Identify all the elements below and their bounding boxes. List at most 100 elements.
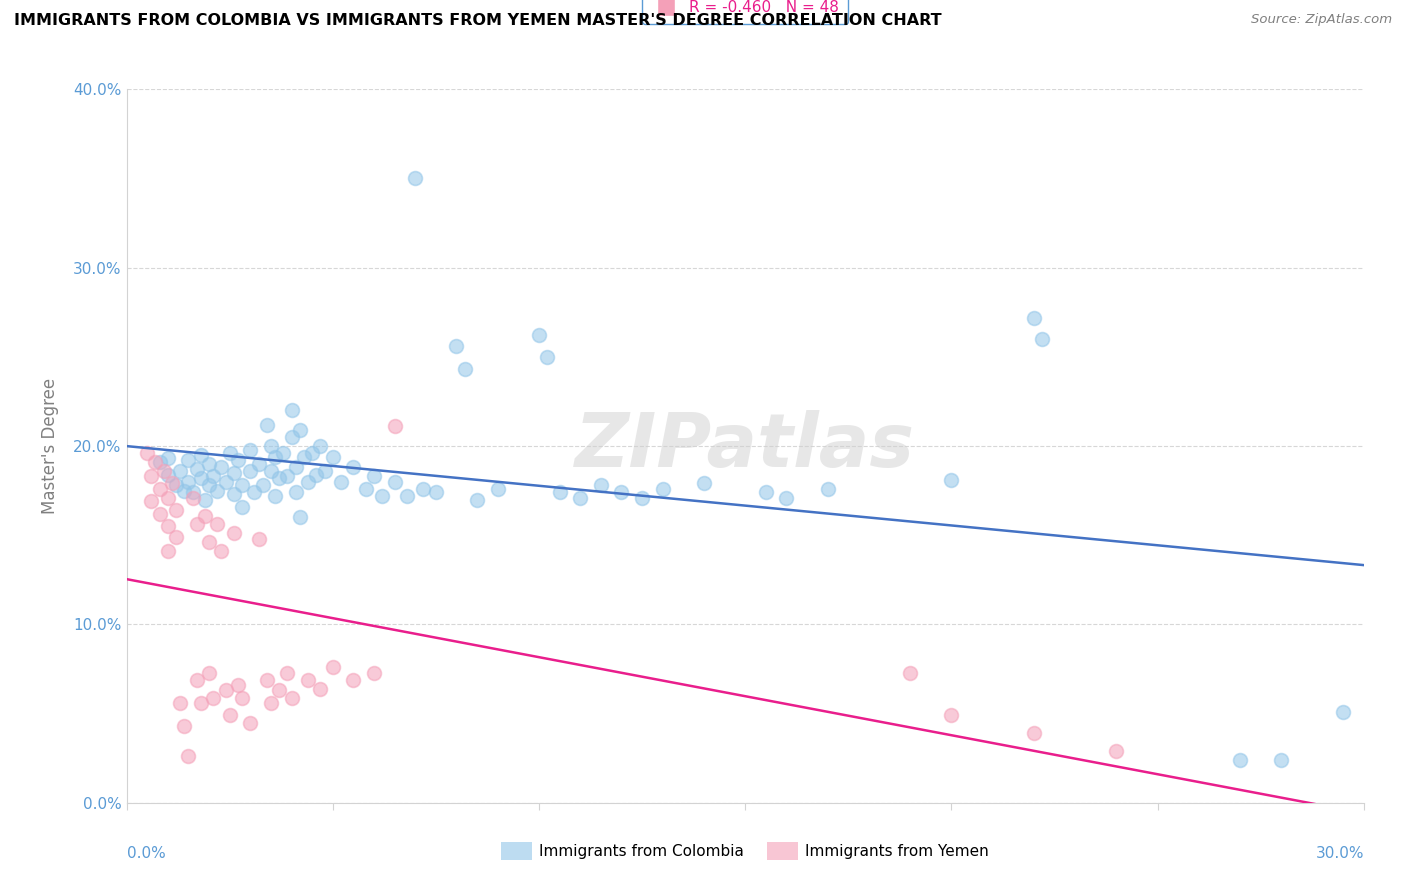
Point [231, 690, 253, 705]
Point [214, 475, 236, 489]
Point [177, 475, 200, 489]
Point [145, 455, 167, 469]
Point [330, 475, 353, 489]
Point [284, 485, 307, 500]
Point [186, 462, 208, 476]
Point [425, 485, 447, 500]
Point [1022, 310, 1045, 325]
Point [198, 535, 221, 549]
Legend: Immigrants from Colombia, Immigrants from Yemen: Immigrants from Colombia, Immigrants fro… [495, 836, 995, 866]
Point [280, 403, 302, 417]
Point [260, 696, 283, 710]
Point [309, 439, 332, 453]
Y-axis label: Master's Degree: Master's Degree [41, 378, 59, 514]
Text: ZIPatlas: ZIPatlas [575, 409, 915, 483]
Point [384, 475, 406, 489]
Point [194, 508, 217, 523]
Point [527, 328, 550, 343]
Point [297, 673, 319, 687]
Point [354, 482, 377, 496]
Point [569, 491, 592, 505]
Text: 30.0%: 30.0% [1316, 846, 1364, 861]
Point [202, 690, 225, 705]
Point [288, 510, 311, 524]
Point [536, 350, 558, 364]
Point [194, 492, 217, 507]
Point [292, 450, 315, 464]
Point [156, 467, 179, 482]
Point [548, 485, 571, 500]
Point [141, 469, 163, 483]
Point [177, 453, 200, 467]
Point [610, 485, 633, 500]
Text: IMMIGRANTS FROM COLOMBIA VS IMMIGRANTS FROM YEMEN MASTER'S DEGREE CORRELATION CH: IMMIGRANTS FROM COLOMBIA VS IMMIGRANTS F… [14, 13, 942, 29]
Point [165, 530, 187, 544]
Point [297, 475, 319, 489]
Point [342, 460, 364, 475]
Point [222, 466, 245, 480]
Point [169, 696, 191, 710]
Point [363, 665, 385, 680]
Point [309, 681, 332, 696]
Point [198, 457, 221, 471]
Point [322, 660, 344, 674]
Point [136, 446, 159, 460]
Point [165, 478, 187, 492]
Point [260, 439, 283, 453]
Text: 0.0%: 0.0% [127, 846, 166, 861]
Point [190, 448, 212, 462]
Point [186, 517, 208, 532]
Point [202, 469, 225, 483]
Point [371, 489, 394, 503]
Point [148, 455, 170, 469]
Point [169, 464, 191, 478]
Point [1105, 744, 1128, 758]
Point [231, 500, 253, 514]
Point [280, 430, 302, 444]
Point [173, 719, 195, 733]
Point [148, 507, 170, 521]
Point [276, 665, 298, 680]
Point [181, 485, 204, 500]
Point [342, 673, 364, 687]
Point [486, 482, 509, 496]
Point [181, 491, 204, 505]
Point [218, 708, 240, 723]
Point [207, 517, 229, 532]
Point [156, 451, 179, 466]
Point [1229, 753, 1251, 767]
Point [1031, 332, 1053, 346]
Point [305, 467, 328, 482]
Point [322, 450, 344, 464]
Point [395, 489, 418, 503]
Point [226, 453, 249, 467]
Point [222, 526, 245, 541]
Point [252, 478, 274, 492]
Point [226, 678, 249, 692]
Point [156, 519, 179, 533]
Point [384, 419, 406, 434]
Point [173, 483, 195, 498]
Point [755, 485, 778, 500]
Point [631, 491, 654, 505]
Point [190, 696, 212, 710]
Point [239, 464, 262, 478]
Point [239, 715, 262, 730]
Point [1022, 726, 1045, 740]
Point [209, 460, 232, 475]
Point [177, 749, 200, 764]
Point [141, 494, 163, 508]
Point [207, 483, 229, 498]
Point [693, 476, 716, 491]
Point [214, 683, 236, 698]
Point [218, 446, 240, 460]
Point [198, 478, 221, 492]
Point [454, 362, 477, 376]
Point [817, 482, 839, 496]
Point [198, 665, 221, 680]
Text: Source: ZipAtlas.com: Source: ZipAtlas.com [1251, 13, 1392, 27]
Point [152, 464, 174, 478]
Point [363, 469, 385, 483]
Point [256, 417, 278, 432]
Point [941, 473, 963, 487]
